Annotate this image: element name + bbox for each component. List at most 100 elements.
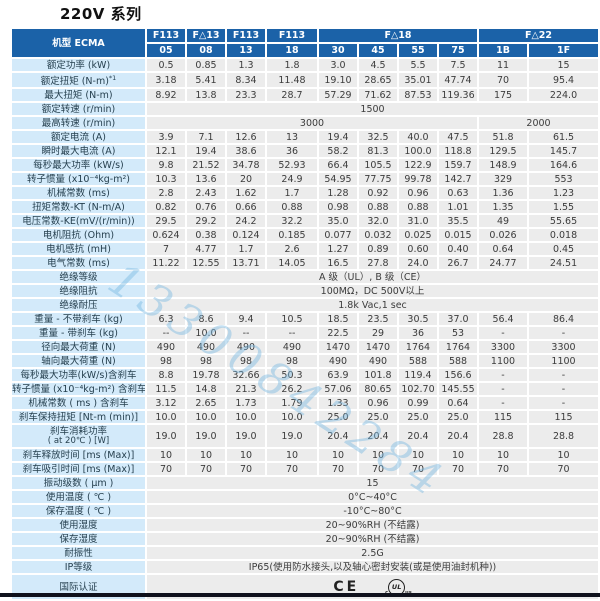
value-cell: 490 xyxy=(357,353,399,370)
value-cell: 1.55 xyxy=(527,199,600,216)
value-cell: 10.0 xyxy=(265,409,319,426)
value-cell: 77.75 xyxy=(357,171,399,188)
value-cell: 490 xyxy=(225,339,267,356)
value-cell: 118.8 xyxy=(436,143,480,160)
merged-value-cell: A 级（UL）, B 级（CE） xyxy=(144,269,600,286)
value-cell: 70 xyxy=(265,461,319,478)
value-cell: 10 xyxy=(527,447,600,464)
value-cell: 57.29 xyxy=(317,87,359,104)
row-label-text: 刹车吸引时间 [ms (Max)] xyxy=(22,463,135,475)
value-cell: 1.33 xyxy=(317,395,359,412)
row-label-text: 振动级数 ( μm ) xyxy=(43,477,114,489)
value-cell: - xyxy=(527,325,600,342)
value-cell: 9.4 xyxy=(225,311,267,328)
value-cell: 1.36 xyxy=(477,185,530,202)
value-cell: -- xyxy=(145,325,187,342)
frame-header: F113 xyxy=(225,27,267,44)
value-cell: 3.12 xyxy=(145,395,187,412)
row-label: 使用温度 ( ℃ ) xyxy=(10,489,147,506)
value-cell: 5.5 xyxy=(397,57,439,73)
value-cell: 0.85 xyxy=(185,57,227,73)
value-cell: 38.6 xyxy=(225,143,267,160)
value-cell: 10 xyxy=(397,447,439,464)
value-cell: 10.5 xyxy=(265,311,319,328)
value-cell: -- xyxy=(225,325,267,342)
row-label-text: 重量 - 带刹车 (kg) xyxy=(39,327,118,339)
value-cell: 0.96 xyxy=(357,395,399,412)
value-cell: 0.032 xyxy=(357,227,399,244)
value-cell: 28.8 xyxy=(527,423,600,450)
row-label-text: 电机阻抗 (Ohm) xyxy=(42,229,115,241)
value-cell: 0.63 xyxy=(436,185,480,202)
value-cell: 102.70 xyxy=(397,381,439,398)
value-cell: 32.66 xyxy=(225,367,267,384)
row-label-text: 瞬时最大电流 (A) xyxy=(41,145,116,157)
value-cell: 70 xyxy=(477,70,530,90)
row-label-text: 刹车保持扭矩 [Nt-m (min)] xyxy=(18,411,139,423)
merged-value-cell: 100MΩ，DC 500V以上 xyxy=(144,283,600,300)
row-label: 电气常数 (ms) xyxy=(10,255,147,272)
row-label-text: 机械常数 (ms) xyxy=(47,187,110,199)
value-cell: 22.5 xyxy=(317,325,359,342)
row-label: 绝缘等级 xyxy=(10,269,147,286)
value-cell: 0.018 xyxy=(527,227,600,244)
value-cell: 19.10 xyxy=(317,70,359,90)
value-cell: 490 xyxy=(185,339,227,356)
model-header: 75 xyxy=(436,42,480,59)
row-label-text: 径向最大荷重 (N) xyxy=(41,341,116,353)
value-cell: 8.8 xyxy=(145,367,187,384)
value-cell: 87.53 xyxy=(397,87,439,104)
row-label-text: 额定扭矩 (N-m) xyxy=(40,76,109,88)
value-cell: 11 xyxy=(477,57,530,73)
value-cell: 10.0 xyxy=(225,409,267,426)
value-cell: 490 xyxy=(265,339,319,356)
row-label: 绝缘耐压 xyxy=(10,297,147,314)
value-cell: 0.66 xyxy=(225,199,267,216)
merged-value-cell: 15 xyxy=(144,475,600,492)
row-label: 额定扭矩 (N-m)*1 xyxy=(10,70,147,90)
model-header: 1F xyxy=(527,42,600,59)
value-cell: 28.7 xyxy=(265,87,319,104)
value-cell: 5.41 xyxy=(185,70,227,90)
value-cell: 0.185 xyxy=(265,227,319,244)
row-label-text: IP等级 xyxy=(64,561,93,573)
value-cell: - xyxy=(527,367,600,384)
ul-mark-c-label: c xyxy=(385,590,388,596)
value-cell: 3.0 xyxy=(317,57,359,73)
value-cell: 50.3 xyxy=(265,367,319,384)
value-cell: 0.76 xyxy=(185,199,227,216)
page-title: 220V 系列 xyxy=(60,5,142,23)
model-header: 1B xyxy=(477,42,530,59)
row-label-text: 转子惯量 (x10⁻⁴kg-m²) 含刹车 xyxy=(12,383,146,395)
frame-header: F113 xyxy=(145,27,187,44)
value-cell: 490 xyxy=(317,353,359,370)
row-label-text: 国际认证 xyxy=(59,581,98,593)
row-label: 扭矩常数-KT (N-m/A) xyxy=(10,199,147,216)
value-cell: 32.5 xyxy=(357,129,399,146)
row-label-text: 最大扭矩 (N-m) xyxy=(44,89,113,101)
ul-mark-text: UL xyxy=(391,582,402,591)
value-cell: 7 xyxy=(145,241,187,258)
merged-value-cell: -10°C~80°C xyxy=(144,503,600,520)
value-cell: 1470 xyxy=(317,339,359,356)
value-cell: 23.3 xyxy=(225,87,267,104)
value-cell: 3300 xyxy=(477,339,530,356)
value-cell: 80.65 xyxy=(357,381,399,398)
value-cell: 119.4 xyxy=(397,367,439,384)
value-cell: 0.624 xyxy=(145,227,187,244)
value-cell: 1100 xyxy=(477,353,530,370)
row-label-text: 扭矩常数-KT (N-m/A) xyxy=(32,201,125,213)
value-cell: 1764 xyxy=(397,339,439,356)
value-cell: 10 xyxy=(317,447,359,464)
value-cell: 13.8 xyxy=(185,87,227,104)
value-cell: 0.82 xyxy=(145,199,187,216)
value-cell: 0.64 xyxy=(477,241,530,258)
value-cell: 98 xyxy=(145,353,187,370)
model-header: 45 xyxy=(357,42,399,59)
value-cell: 0.40 xyxy=(436,241,480,258)
row-label-text: 额定转速 (r/min) xyxy=(41,103,116,115)
value-cell: 329 xyxy=(477,171,530,188)
row-label-text: 机械常数 ( ms ) 含刹车 xyxy=(28,397,129,409)
value-cell: 31.0 xyxy=(397,213,439,230)
row-label: 额定电流 (A) xyxy=(10,129,147,146)
